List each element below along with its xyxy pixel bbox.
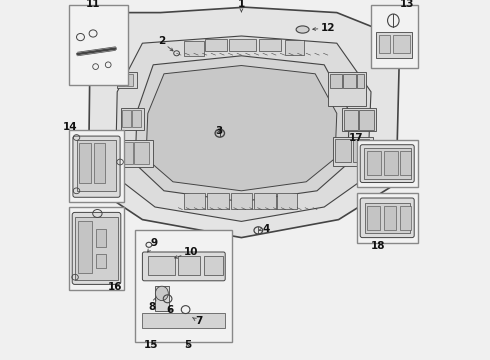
Ellipse shape	[296, 26, 309, 33]
FancyBboxPatch shape	[231, 193, 252, 209]
FancyBboxPatch shape	[75, 217, 118, 280]
FancyBboxPatch shape	[132, 110, 141, 127]
FancyBboxPatch shape	[400, 151, 411, 175]
Text: 17: 17	[348, 132, 363, 143]
FancyBboxPatch shape	[357, 74, 364, 88]
FancyBboxPatch shape	[333, 137, 373, 166]
FancyBboxPatch shape	[384, 151, 398, 175]
FancyBboxPatch shape	[69, 5, 128, 85]
Text: 9: 9	[147, 238, 158, 252]
FancyBboxPatch shape	[343, 74, 356, 88]
FancyBboxPatch shape	[126, 74, 133, 86]
FancyBboxPatch shape	[207, 193, 229, 209]
FancyBboxPatch shape	[121, 108, 144, 130]
Text: 1: 1	[238, 0, 245, 12]
FancyBboxPatch shape	[205, 39, 227, 51]
FancyBboxPatch shape	[96, 229, 106, 247]
Text: 2: 2	[158, 36, 173, 51]
FancyBboxPatch shape	[204, 256, 223, 275]
FancyBboxPatch shape	[379, 35, 390, 53]
Text: 11: 11	[85, 0, 100, 9]
FancyBboxPatch shape	[72, 212, 121, 284]
FancyBboxPatch shape	[277, 193, 297, 209]
FancyBboxPatch shape	[367, 151, 381, 175]
FancyBboxPatch shape	[360, 110, 374, 130]
FancyBboxPatch shape	[364, 148, 411, 179]
Text: 5: 5	[184, 340, 191, 350]
FancyBboxPatch shape	[77, 221, 92, 273]
FancyBboxPatch shape	[330, 74, 342, 88]
Text: 15: 15	[144, 340, 159, 350]
FancyBboxPatch shape	[328, 72, 366, 106]
Text: 4: 4	[259, 224, 270, 234]
FancyBboxPatch shape	[69, 130, 124, 202]
FancyBboxPatch shape	[344, 110, 358, 130]
FancyBboxPatch shape	[118, 74, 125, 86]
Text: 18: 18	[371, 240, 386, 251]
Text: 6: 6	[167, 305, 174, 315]
FancyBboxPatch shape	[360, 198, 414, 238]
FancyBboxPatch shape	[365, 203, 410, 233]
FancyBboxPatch shape	[259, 39, 281, 51]
FancyBboxPatch shape	[143, 313, 225, 328]
FancyBboxPatch shape	[79, 143, 91, 183]
FancyBboxPatch shape	[118, 142, 133, 164]
FancyBboxPatch shape	[76, 140, 117, 191]
FancyBboxPatch shape	[371, 5, 418, 68]
FancyBboxPatch shape	[254, 193, 275, 209]
FancyBboxPatch shape	[73, 136, 120, 197]
FancyBboxPatch shape	[342, 108, 376, 131]
Text: 3: 3	[216, 126, 222, 136]
FancyBboxPatch shape	[360, 145, 414, 183]
Polygon shape	[146, 66, 337, 191]
FancyBboxPatch shape	[69, 207, 124, 290]
Text: 13: 13	[400, 0, 414, 9]
FancyBboxPatch shape	[335, 139, 351, 162]
Text: 10: 10	[175, 247, 198, 258]
Ellipse shape	[155, 286, 169, 301]
FancyBboxPatch shape	[184, 41, 204, 56]
FancyBboxPatch shape	[148, 256, 175, 275]
FancyBboxPatch shape	[376, 32, 413, 58]
Polygon shape	[88, 7, 400, 238]
Polygon shape	[116, 36, 371, 221]
FancyBboxPatch shape	[135, 230, 232, 342]
FancyBboxPatch shape	[229, 39, 256, 51]
FancyBboxPatch shape	[400, 206, 411, 230]
FancyBboxPatch shape	[184, 193, 205, 209]
FancyBboxPatch shape	[178, 256, 200, 275]
FancyBboxPatch shape	[117, 140, 153, 167]
Text: 16: 16	[108, 282, 122, 292]
Polygon shape	[135, 56, 349, 202]
FancyBboxPatch shape	[96, 254, 106, 268]
FancyBboxPatch shape	[285, 40, 304, 55]
FancyBboxPatch shape	[155, 286, 169, 311]
FancyBboxPatch shape	[122, 110, 131, 127]
Text: 12: 12	[313, 23, 335, 33]
FancyBboxPatch shape	[384, 206, 396, 230]
FancyBboxPatch shape	[368, 206, 380, 230]
FancyBboxPatch shape	[143, 252, 225, 281]
FancyBboxPatch shape	[393, 35, 410, 53]
FancyBboxPatch shape	[357, 193, 418, 243]
FancyBboxPatch shape	[134, 142, 148, 164]
FancyBboxPatch shape	[117, 72, 137, 88]
Text: 7: 7	[193, 316, 202, 327]
FancyBboxPatch shape	[94, 143, 104, 183]
Text: 8: 8	[149, 298, 156, 312]
FancyBboxPatch shape	[353, 139, 369, 162]
Text: 14: 14	[63, 122, 77, 132]
FancyBboxPatch shape	[357, 140, 418, 187]
